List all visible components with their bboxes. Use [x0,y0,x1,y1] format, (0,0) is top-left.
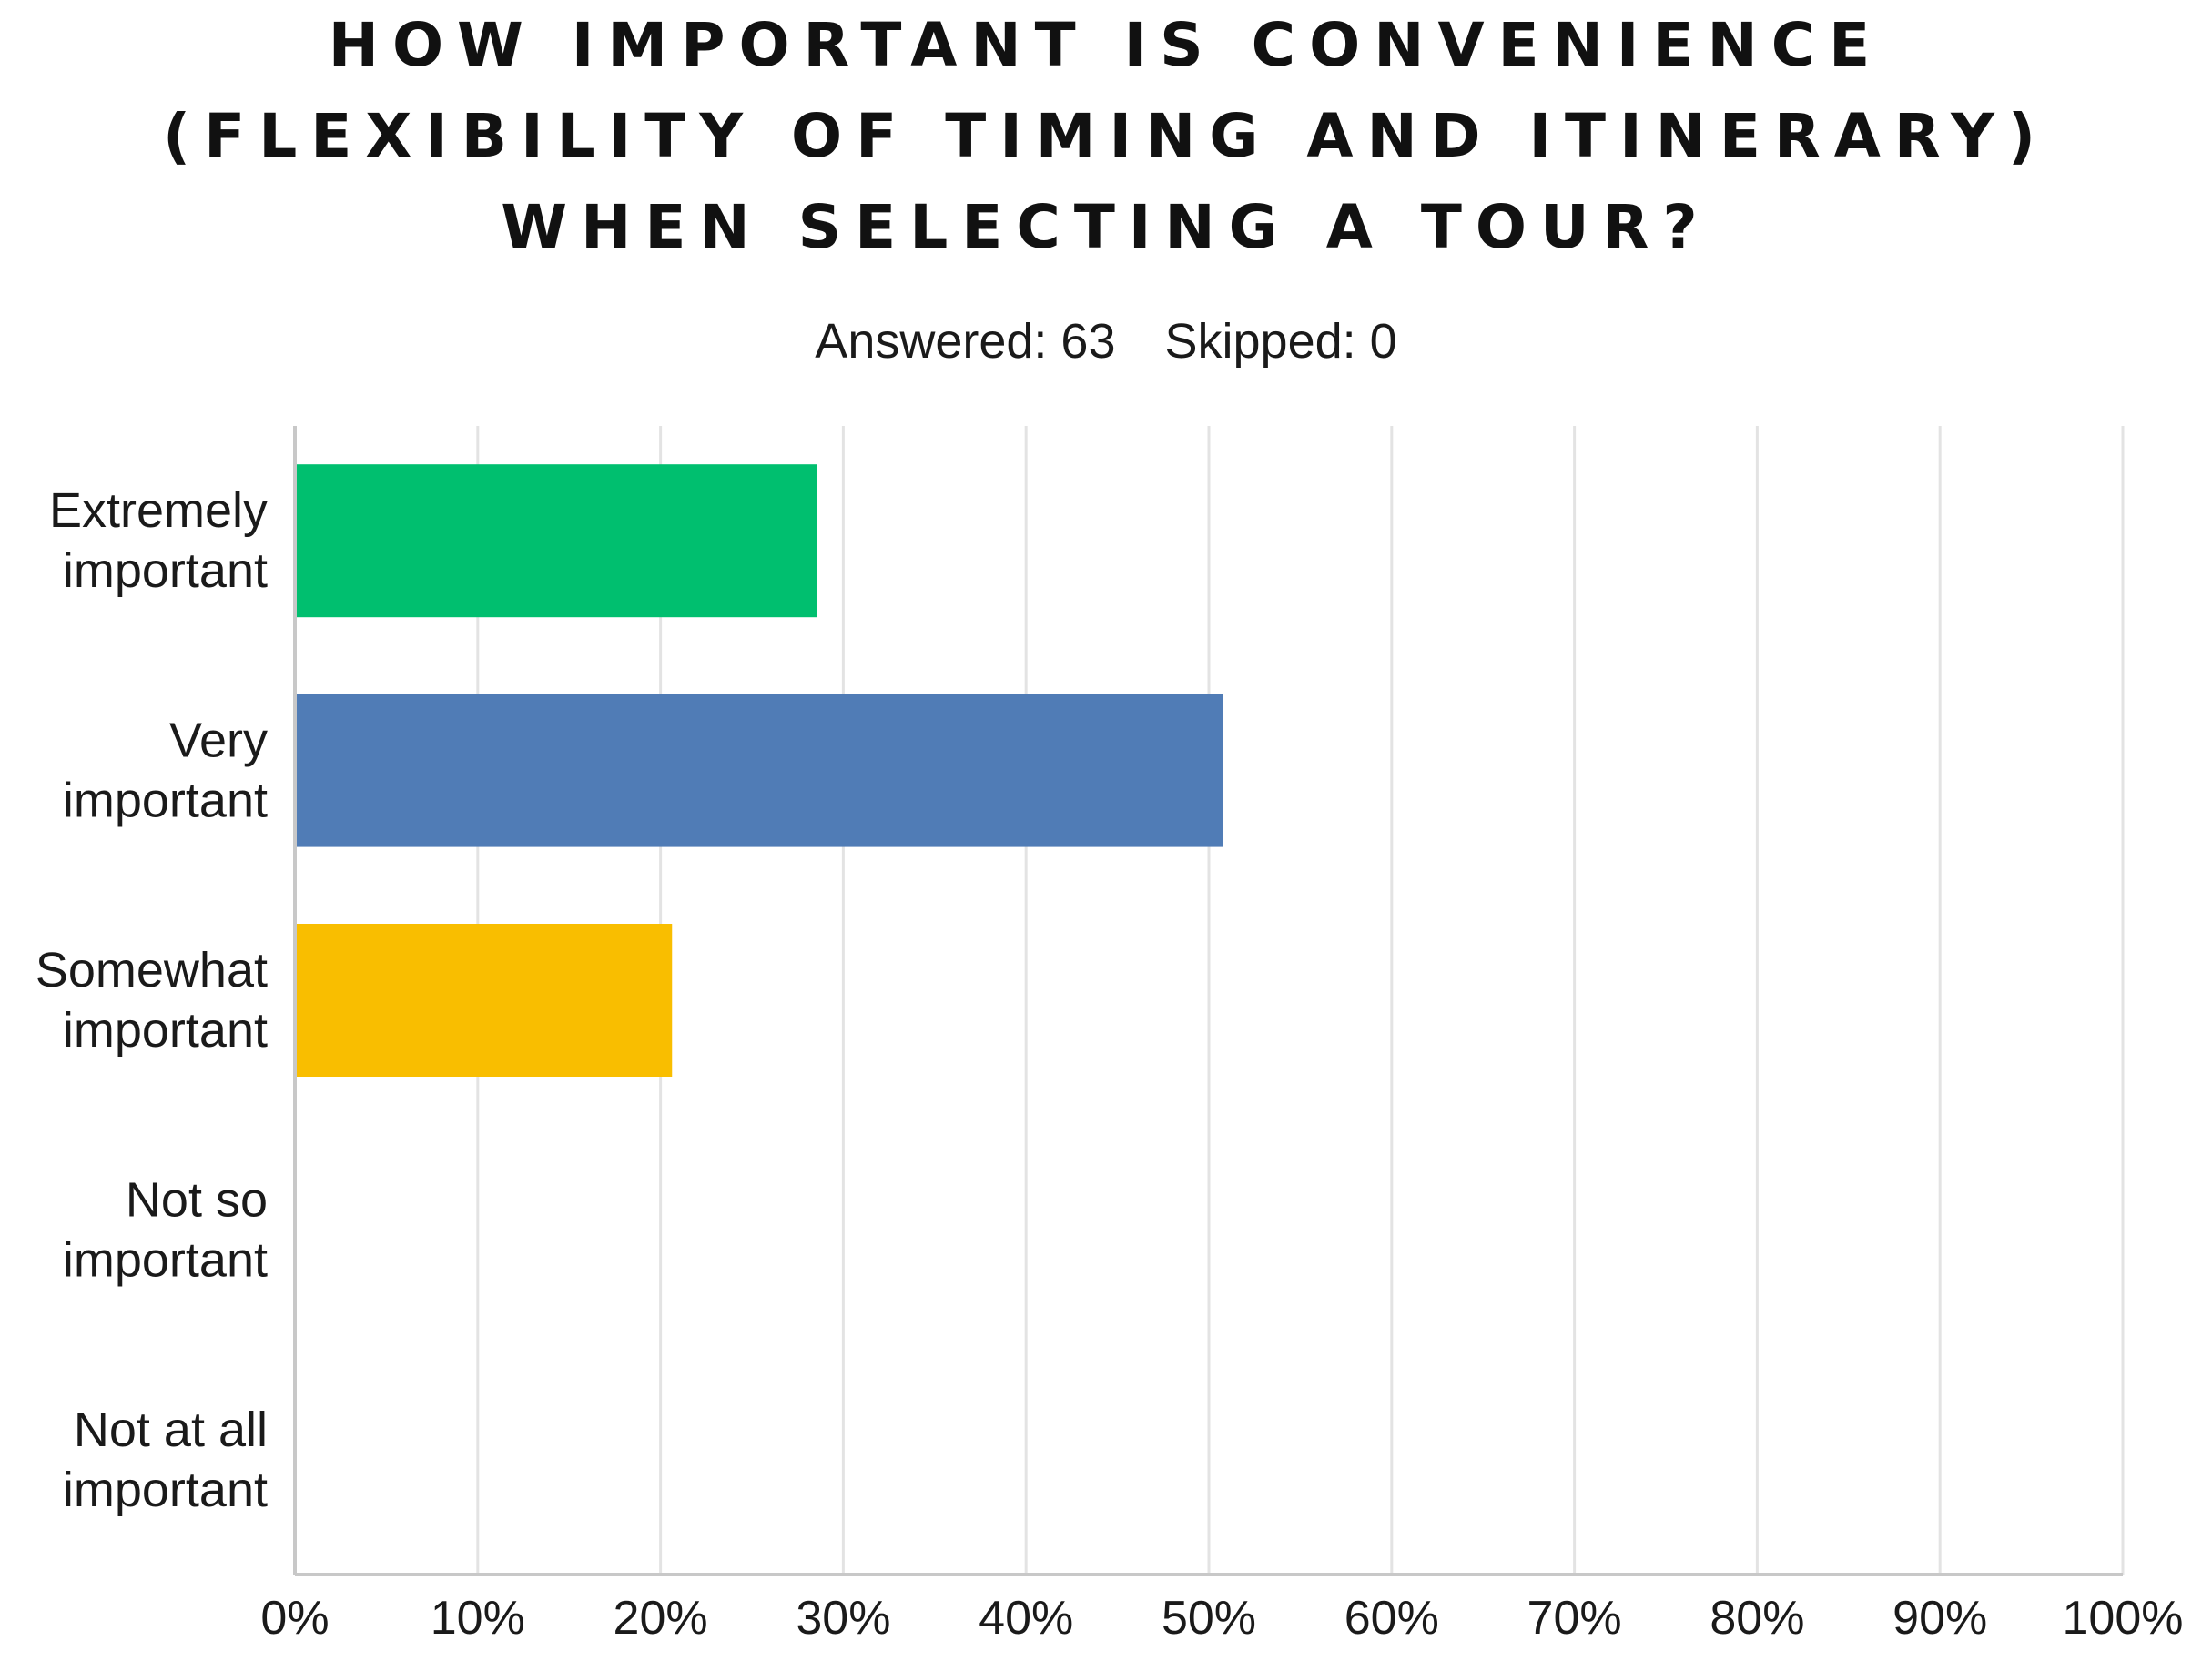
bar [295,924,673,1077]
category-label: Very [169,714,268,768]
x-tick-label: 90% [1892,1592,1987,1645]
category-label: Not so [126,1172,268,1227]
category-labels: ExtremelyimportantVeryimportantSomewhati… [36,483,268,1517]
answered-count: Answered: 63 [815,314,1116,369]
chart-title-line-3: WHEN SELECTING A TOUR? [501,192,1711,262]
chart-title-line-1: HOW IMPORTANT IS CONVENIENCE [328,10,1884,80]
skipped-count: Skipped: 0 [1164,314,1397,369]
category-label: important [63,1232,268,1287]
bars [295,464,1223,1077]
response-stats: Answered: 63 Skipped: 0 [0,309,2212,373]
x-tick-label: 60% [1344,1592,1439,1645]
bar [295,464,817,618]
category-label: important [63,774,268,828]
x-tick-label: 0% [260,1592,329,1645]
x-tick-label: 40% [979,1592,1073,1645]
axes [293,426,2123,1576]
x-tick-label: 10% [431,1592,525,1645]
category-label: Extremely [49,483,268,538]
bar [295,694,1223,847]
chart-title: HOW IMPORTANT IS CONVENIENCE (FLEXIBILIT… [0,0,2212,273]
chart-title-line-2: (FLEXIBILITY OF TIMING AND ITINERARY) [162,101,2050,171]
x-tick-label: 70% [1527,1592,1622,1645]
x-tick-label: 30% [796,1592,890,1645]
category-label: important [63,1463,268,1517]
x-tick-label: 80% [1710,1592,1804,1645]
category-label: Somewhat [36,943,268,998]
x-tick-labels: 0% 10% 20% 30% 40% 50% 60% 70% 80% 90% 100% [260,1592,2183,1645]
category-label: important [63,543,268,598]
category-label: important [63,1003,268,1058]
x-tick-label: 100% [2063,1592,2184,1645]
x-tick-label: 20% [614,1592,708,1645]
category-label: Not at all [74,1403,268,1457]
x-tick-label: 50% [1162,1592,1256,1645]
